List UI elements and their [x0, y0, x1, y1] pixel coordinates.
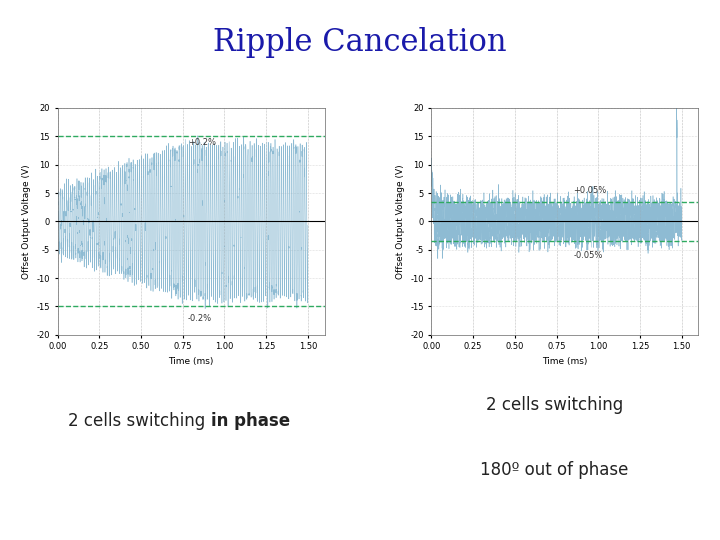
Text: 2 cells switching: 2 cells switching [486, 396, 623, 414]
Text: -0.2%: -0.2% [188, 314, 212, 322]
X-axis label: Time (ms): Time (ms) [168, 357, 214, 366]
Y-axis label: Offset Output Voltage (V): Offset Output Voltage (V) [396, 164, 405, 279]
X-axis label: Time (ms): Time (ms) [542, 357, 588, 366]
Text: in phase: in phase [210, 412, 289, 430]
Text: Ripple Cancelation: Ripple Cancelation [213, 27, 507, 58]
Y-axis label: Offset Output Voltage (V): Offset Output Voltage (V) [22, 164, 31, 279]
Text: -0.05%: -0.05% [573, 251, 603, 260]
Text: +0.05%: +0.05% [573, 186, 606, 195]
Text: 2 cells switching: 2 cells switching [68, 412, 210, 430]
Text: +0.2%: +0.2% [188, 138, 216, 147]
Text: 180º out of phase: 180º out of phase [480, 461, 629, 479]
